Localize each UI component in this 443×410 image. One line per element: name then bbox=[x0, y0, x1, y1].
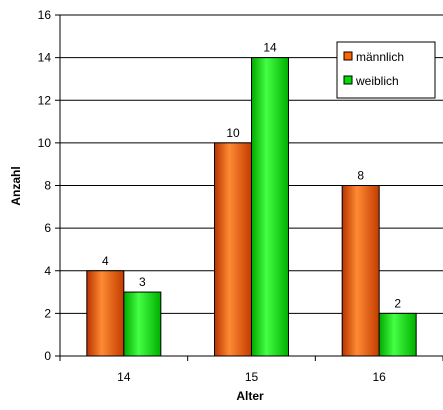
bar-maennlich bbox=[86, 270, 125, 357]
bar-maennlich bbox=[214, 142, 252, 357]
y-tick-label: 2 bbox=[44, 306, 51, 320]
y-tick-label: 16 bbox=[38, 8, 52, 22]
y-tick-label: 14 bbox=[38, 51, 52, 65]
data-label: 8 bbox=[357, 169, 364, 183]
bar-weiblich bbox=[251, 57, 289, 357]
data-label: 3 bbox=[139, 275, 146, 289]
data-labels: 4 10 8 3 14 2 bbox=[102, 41, 401, 311]
data-label: 2 bbox=[394, 296, 401, 310]
legend: männlich weiblich bbox=[336, 41, 436, 99]
legend-swatch bbox=[343, 51, 353, 61]
bar-maennlich bbox=[341, 185, 380, 357]
bar-weiblich bbox=[123, 291, 162, 357]
y-tick-label: 8 bbox=[44, 179, 51, 193]
data-label: 4 bbox=[102, 254, 109, 268]
x-tick-label: 16 bbox=[372, 370, 386, 384]
y-tick-label: 6 bbox=[44, 221, 51, 235]
x-axis-ticks: 14 15 16 bbox=[59, 356, 443, 384]
y-axis-ticks: 0 2 4 6 8 10 12 14 16 bbox=[38, 8, 60, 363]
legend-swatch bbox=[343, 75, 353, 85]
bar-weiblich bbox=[378, 312, 417, 357]
bars bbox=[86, 57, 417, 357]
y-tick-label: 10 bbox=[38, 136, 52, 150]
y-axis-title: Anzahl bbox=[9, 166, 23, 205]
y-tick-label: 0 bbox=[44, 349, 51, 363]
data-label: 10 bbox=[226, 126, 240, 140]
legend-label: weiblich bbox=[355, 74, 399, 88]
x-tick-label: 14 bbox=[117, 370, 131, 384]
legend-label: männlich bbox=[356, 50, 404, 64]
legend-box bbox=[336, 41, 436, 99]
data-label: 14 bbox=[263, 41, 277, 55]
y-tick-label: 12 bbox=[38, 93, 52, 107]
y-tick-label: 4 bbox=[44, 264, 51, 278]
x-tick-label: 15 bbox=[245, 370, 259, 384]
x-axis-title: Alter bbox=[236, 389, 264, 403]
